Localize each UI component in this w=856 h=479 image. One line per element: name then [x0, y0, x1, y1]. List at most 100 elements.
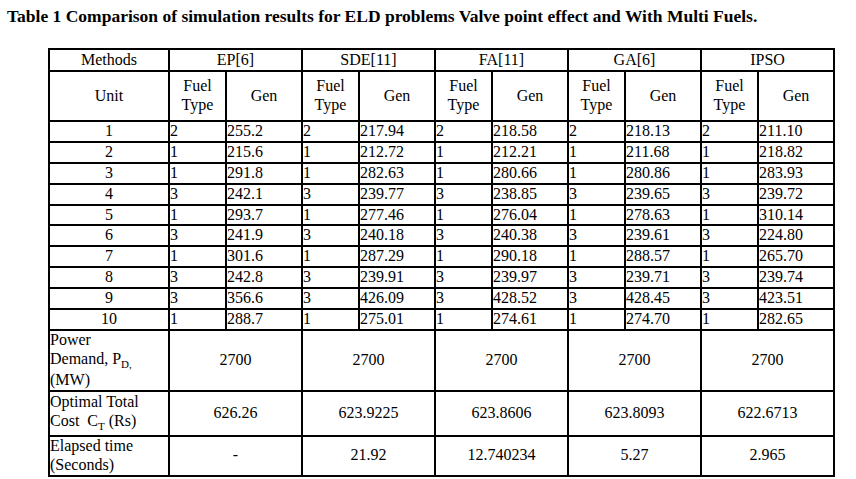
- fuel-type-cell: 2: [435, 121, 492, 142]
- gen-cell: 218.82: [758, 142, 834, 163]
- unit-cell: 2: [49, 142, 169, 163]
- fuel-type-cell: 3: [435, 225, 492, 246]
- fuel-type-cell: 3: [169, 267, 226, 288]
- gen-cell: 356.6: [226, 288, 302, 309]
- gen-cell: 211.10: [758, 121, 834, 142]
- fuel-type-cell: 3: [302, 184, 359, 205]
- label-line: Elapsed time: [50, 437, 133, 454]
- fuel-type-cell: 1: [302, 163, 359, 184]
- unit-cell: 10: [49, 309, 169, 330]
- fuel-type-cell: 3: [435, 267, 492, 288]
- power-demand-label: Power Demand, PD, (MW): [49, 330, 169, 391]
- label-line: Optimal Total: [50, 393, 139, 410]
- fuel-type-cell: 1: [302, 205, 359, 226]
- elapsed-time-row: Elapsed time (Seconds) - 21.92 12.740234…: [49, 436, 834, 476]
- label-line: (Rs): [105, 412, 137, 429]
- power-demand-value: 2700: [302, 330, 435, 391]
- fuel-type-cell: 1: [435, 309, 492, 330]
- fuel-type-cell: 1: [169, 309, 226, 330]
- unit-cell: 3: [49, 163, 169, 184]
- table-row: 3 1 291.8 1 282.63 1 280.66 1 280.86 1 2…: [49, 163, 834, 184]
- gen-cell: 283.93: [758, 163, 834, 184]
- fuel-type-cell: 1: [568, 142, 625, 163]
- fuel-type-cell: 1: [568, 163, 625, 184]
- fuel-type-cell: 1: [568, 309, 625, 330]
- unit-cell: 4: [49, 184, 169, 205]
- fuel-type-header: Fuel Type: [435, 71, 492, 121]
- table-row: 8 3 242.8 3 239.91 3 239.97 3 239.71 3 2…: [49, 267, 834, 288]
- gen-cell: 428.52: [492, 288, 568, 309]
- fuel-type-cell: 1: [435, 205, 492, 226]
- fuel-type-cell: 3: [568, 288, 625, 309]
- label-line: (Seconds): [50, 456, 114, 473]
- gen-header: Gen: [492, 71, 568, 121]
- label-line: Power: [50, 331, 91, 348]
- gen-cell: 239.72: [758, 184, 834, 205]
- unit-cell: 9: [49, 288, 169, 309]
- fuel-type-header: Fuel Type: [302, 71, 359, 121]
- method-header-ep: EP[6]: [169, 49, 302, 71]
- fuel-type-cell: 3: [435, 184, 492, 205]
- table-row: 7 1 301.6 1 287.29 1 290.18 1 288.57 1 2…: [49, 246, 834, 267]
- label-line: Cost C: [50, 412, 98, 429]
- unit-cell: 6: [49, 225, 169, 246]
- fuel-type-cell: 2: [302, 121, 359, 142]
- subscript: T: [98, 420, 105, 432]
- fuel-type-cell: 3: [568, 267, 625, 288]
- fuel-type-cell: 1: [701, 142, 758, 163]
- gen-header: Gen: [359, 71, 435, 121]
- fuel-type-cell: 1: [568, 246, 625, 267]
- fuel-type-cell: 3: [302, 225, 359, 246]
- gen-cell: 287.29: [359, 246, 435, 267]
- fuel-type-cell: 3: [701, 225, 758, 246]
- optimal-cost-label: Optimal Total Cost CT (Rs): [49, 391, 169, 436]
- fuel-type-cell: 3: [701, 288, 758, 309]
- fuel-type-cell: 1: [302, 309, 359, 330]
- optimal-cost-value: 622.6713: [701, 391, 834, 436]
- results-table: Methods EP[6] SDE[11] FA[11] GA[6] IPSO …: [48, 48, 835, 477]
- gen-cell: 278.63: [625, 205, 701, 226]
- table-row: 4 3 242.1 3 239.77 3 238.85 3 239.65 3 2…: [49, 184, 834, 205]
- fuel-type-cell: 2: [701, 121, 758, 142]
- gen-cell: 240.18: [359, 225, 435, 246]
- gen-cell: 428.45: [625, 288, 701, 309]
- fuel-type-cell: 3: [169, 288, 226, 309]
- gen-cell: 218.58: [492, 121, 568, 142]
- gen-cell: 423.51: [758, 288, 834, 309]
- optimal-cost-value: 623.8093: [568, 391, 701, 436]
- gen-cell: 215.6: [226, 142, 302, 163]
- gen-cell: 291.8: [226, 163, 302, 184]
- gen-cell: 242.1: [226, 184, 302, 205]
- power-demand-value: 2700: [568, 330, 701, 391]
- gen-cell: 239.97: [492, 267, 568, 288]
- gen-cell: 255.2: [226, 121, 302, 142]
- gen-cell: 212.21: [492, 142, 568, 163]
- fuel-type-cell: 1: [701, 246, 758, 267]
- unit-cell: 8: [49, 267, 169, 288]
- method-header-ipso: IPSO: [701, 49, 834, 71]
- method-header-ga: GA[6]: [568, 49, 701, 71]
- table-row: 1 2 255.2 2 217.94 2 218.58 2 218.13 2 2…: [49, 121, 834, 142]
- table-row: 6 3 241.9 3 240.18 3 240.38 3 239.61 3 2…: [49, 225, 834, 246]
- fuel-type-cell: 3: [568, 225, 625, 246]
- gen-cell: 426.09: [359, 288, 435, 309]
- gen-cell: 239.74: [758, 267, 834, 288]
- gen-header: Gen: [226, 71, 302, 121]
- gen-cell: 211.68: [625, 142, 701, 163]
- gen-cell: 265.70: [758, 246, 834, 267]
- label-line: (MW): [50, 371, 90, 388]
- table-row: 10 1 288.7 1 275.01 1 274.61 1 274.70 1 …: [49, 309, 834, 330]
- label-line: Demand, P: [50, 350, 121, 367]
- elapsed-time-value: 5.27: [568, 436, 701, 476]
- elapsed-time-label: Elapsed time (Seconds): [49, 436, 169, 476]
- fuel-type-cell: 2: [169, 121, 226, 142]
- unit-cell: 1: [49, 121, 169, 142]
- power-demand-row: Power Demand, PD, (MW) 2700 2700 2700 27…: [49, 330, 834, 391]
- unit-cell: 5: [49, 205, 169, 226]
- optimal-cost-row: Optimal Total Cost CT (Rs) 626.26 623.92…: [49, 391, 834, 436]
- gen-cell: 277.46: [359, 205, 435, 226]
- gen-cell: 218.13: [625, 121, 701, 142]
- unit-cell: 7: [49, 246, 169, 267]
- fuel-type-cell: 1: [302, 142, 359, 163]
- fuel-type-cell: 3: [701, 267, 758, 288]
